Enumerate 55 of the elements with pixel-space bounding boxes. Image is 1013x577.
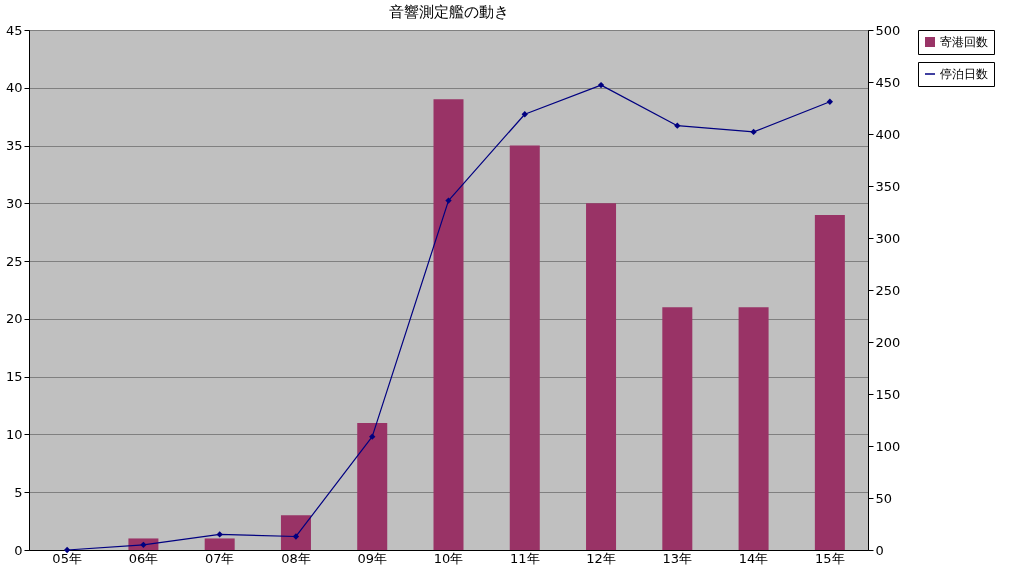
- x-tick-label: 15年: [815, 550, 845, 566]
- y2-tick-label: 50: [875, 490, 893, 506]
- y-tick-label: 25: [5, 253, 23, 269]
- y-tick-label: 15: [5, 369, 23, 385]
- y-tick-label: 35: [5, 138, 23, 154]
- legend-label: 寄港回数: [940, 35, 988, 49]
- bar: [509, 145, 540, 550]
- bar: [357, 422, 388, 550]
- bar: [280, 515, 311, 550]
- bar: [433, 99, 464, 550]
- point: [292, 533, 300, 540]
- point: [63, 546, 71, 554]
- legend-label: 停泊日数: [940, 67, 988, 81]
- x-tick-label: 13年: [662, 550, 693, 566]
- point: [750, 128, 757, 136]
- x-tick-label: 10年: [433, 550, 464, 566]
- point: [826, 98, 834, 105]
- bar: [814, 214, 845, 550]
- y2-tick-label: 400: [875, 126, 901, 142]
- y-tick-label: 10: [5, 426, 23, 442]
- x-tick-label: 07年: [204, 550, 235, 566]
- point: [140, 541, 147, 548]
- x-tick-label: 12年: [586, 550, 616, 566]
- y-tick-label: 45: [5, 22, 23, 38]
- point: [369, 433, 376, 440]
- y-tick-label: 0: [14, 542, 23, 558]
- point: [597, 81, 605, 89]
- y2-tick-label: 500: [875, 22, 901, 38]
- point: [674, 122, 681, 129]
- y-tick-label: 5: [14, 484, 23, 500]
- y2-tick-label: 100: [875, 438, 901, 454]
- y2-tick-label: 0: [875, 542, 884, 558]
- y-tick-label: 20: [5, 311, 23, 327]
- x-tick-label: 09年: [357, 550, 387, 566]
- point: [216, 531, 223, 538]
- bar: [662, 307, 693, 550]
- point: [521, 111, 528, 118]
- y2-tick-label: 250: [875, 282, 901, 298]
- chart-title: 音響測定艦の動き: [388, 3, 509, 21]
- x-tick-label: 08年: [281, 550, 311, 566]
- bar: [586, 203, 617, 550]
- x-tick-label: 06年: [128, 550, 159, 566]
- point: [445, 197, 452, 204]
- y2-tick-label: 350: [875, 178, 901, 194]
- y2-tick-label: 200: [875, 334, 901, 350]
- y2-tick-label: 150: [875, 386, 901, 402]
- y-tick-label: 30: [5, 195, 23, 211]
- bar: [738, 307, 769, 550]
- bar: [204, 538, 235, 550]
- y2-tick-label: 450: [875, 74, 901, 90]
- y-tick-label: 40: [5, 80, 23, 96]
- x-tick-label: 05年: [52, 550, 82, 566]
- y2-tick-label: 300: [875, 230, 901, 246]
- x-tick-label: 11年: [510, 550, 540, 566]
- x-tick-label: 14年: [738, 550, 769, 566]
